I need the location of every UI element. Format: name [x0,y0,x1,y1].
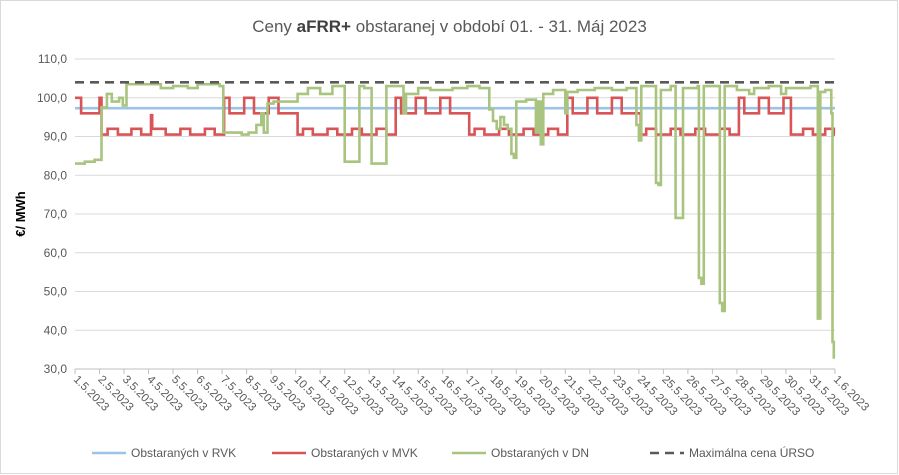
legend-label-4: Maximálna cena ÚRSO [689,445,814,460]
chart-title-suffix: obstaranej v období 01. - 31. Máj 2023 [350,17,647,36]
y-tick-label: 110,0 [38,52,67,66]
chart-title: Ceny aFRR+ obstaranej v období 01. - 31.… [0,17,899,37]
y-tick-label: 40,0 [44,323,68,337]
legend-label-1: Obstaraných v RVK [131,446,236,460]
y-tick-label: 100,0 [37,91,67,105]
y-tick-label: 30,0 [44,362,68,376]
y-tick-label: 80,0 [44,168,68,182]
y-tick-label: 70,0 [44,207,68,221]
chart-title-prefix: Ceny [252,17,297,36]
series-line-3 [75,82,836,359]
y-tick-label: 90,0 [44,130,68,144]
legend-label-2: Obstaraných v MVK [311,446,418,460]
legend-label-3: Obstaraných v DN [491,446,589,460]
y-tick-label: 60,0 [44,246,68,260]
chart-title-bold: aFRR+ [296,17,351,36]
y-axis-label: €/ MWh [13,191,28,237]
y-tick-label: 50,0 [44,285,68,299]
